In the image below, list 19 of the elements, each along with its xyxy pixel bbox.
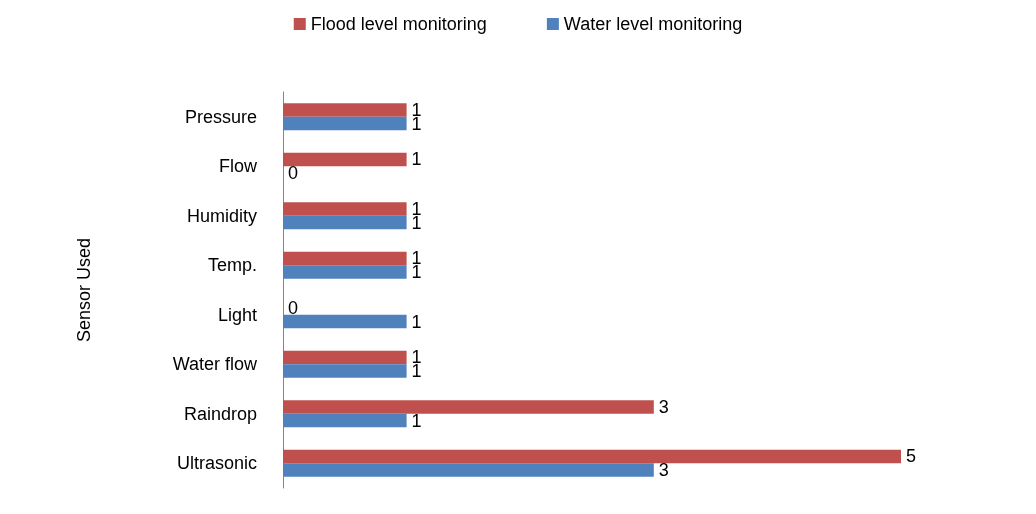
y-tick-label: Light bbox=[217, 304, 257, 325]
data-label: 3 bbox=[658, 460, 669, 481]
data-label: 1 bbox=[411, 311, 422, 332]
legend-label: Water level monitoring bbox=[563, 14, 743, 34]
y-tick-label: Ultrasonic bbox=[176, 453, 257, 474]
data-label: 1 bbox=[411, 410, 422, 431]
y-tick-label: Flow bbox=[218, 156, 258, 177]
data-label: 1 bbox=[411, 149, 422, 170]
data-label: 3 bbox=[658, 396, 669, 417]
legend-label: Flood level monitoring bbox=[310, 14, 487, 34]
y-tick-label: Water flow bbox=[172, 354, 258, 375]
y-tick-label: Humidity bbox=[186, 205, 257, 226]
y-axis-title: Sensor Used bbox=[74, 237, 94, 343]
y-tick-label: Raindrop bbox=[183, 403, 257, 424]
data-label: 0 bbox=[288, 163, 299, 184]
data-label: 5 bbox=[906, 446, 917, 467]
y-tick-label: Temp. bbox=[207, 255, 257, 276]
y-tick-label: Pressure bbox=[184, 106, 257, 127]
data-label: 0 bbox=[288, 297, 299, 318]
